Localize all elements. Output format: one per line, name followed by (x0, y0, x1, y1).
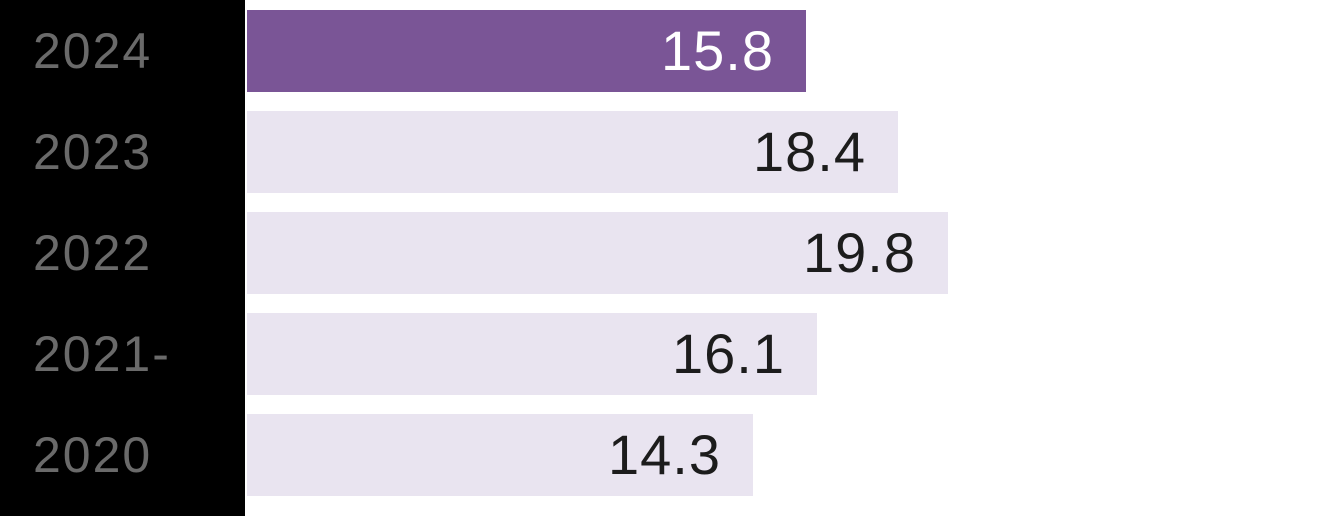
bar-row-2023: 2023 18.4 (0, 111, 1320, 193)
category-label-2020: 2020 (33, 427, 153, 483)
category-cell: 2022 (0, 212, 247, 294)
category-cell: 2024 (0, 10, 247, 92)
value-label-2022: 19.8 (803, 221, 916, 284)
category-cell: 2020 (0, 414, 247, 496)
bar-2020: 14.3 (247, 414, 753, 496)
bar-row-2022: 2022 19.8 (0, 212, 1320, 294)
bar-2024: 15.8 (247, 10, 806, 92)
category-cell: 2021- (0, 313, 247, 395)
category-label-2021: 2021- (33, 326, 171, 382)
bar-2022: 19.8 (247, 212, 948, 294)
bar-row-2020: 2020 14.3 (0, 414, 1320, 496)
category-label-2024: 2024 (33, 23, 153, 79)
bar-row-2024: 2024 15.8 (0, 10, 1320, 92)
value-label-2024: 15.8 (661, 19, 774, 82)
category-cell: 2023 (0, 111, 247, 193)
value-label-2020: 14.3 (608, 423, 721, 486)
value-label-2023: 18.4 (753, 120, 866, 183)
chart-rows: 2024 15.8 2023 18.4 2022 19.8 2021- (0, 10, 1320, 496)
bar-2021: 16.1 (247, 313, 817, 395)
bar-row-2021: 2021- 16.1 (0, 313, 1320, 395)
category-label-2022: 2022 (33, 225, 153, 281)
value-label-2021: 16.1 (672, 322, 785, 385)
bar-2023: 18.4 (247, 111, 898, 193)
category-label-2023: 2023 (33, 124, 153, 180)
year-label-band (0, 0, 245, 516)
